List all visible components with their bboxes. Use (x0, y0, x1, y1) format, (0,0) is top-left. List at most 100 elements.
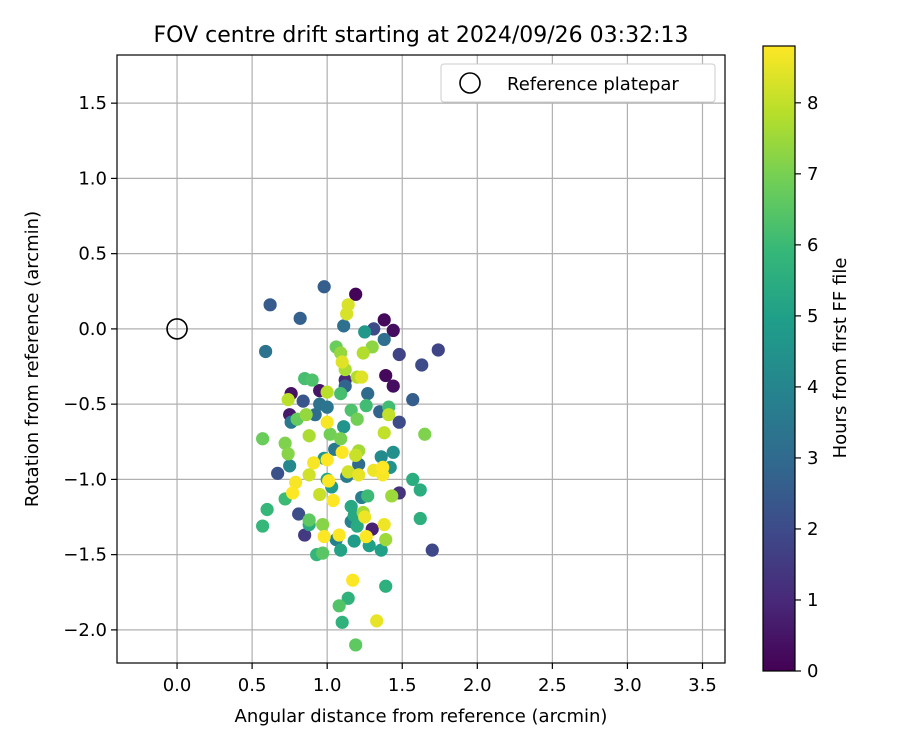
data-point (392, 415, 406, 429)
colorbar-tick-label: 6 (807, 235, 818, 256)
plot-frame (116, 54, 726, 664)
data-point (361, 387, 375, 401)
x-tick-label: 3.5 (688, 675, 717, 696)
data-point (418, 427, 432, 441)
data-point (317, 280, 331, 294)
data-point (359, 529, 373, 544)
data-point (293, 311, 307, 325)
data-point (358, 325, 372, 339)
data-point (334, 387, 348, 401)
data-point (296, 394, 310, 408)
data-point (307, 456, 321, 470)
y-tick-label: 0.0 (78, 319, 107, 340)
data-point (263, 298, 277, 312)
data-point (349, 287, 363, 301)
data-point (361, 489, 375, 503)
data-point (326, 493, 340, 508)
chart-title: FOV centre drift starting at 2024/09/26 … (154, 23, 689, 48)
data-point (278, 436, 292, 450)
colorbar-tick-label: 7 (807, 164, 818, 185)
data-point (332, 528, 346, 542)
data-point (320, 415, 334, 429)
data-point (425, 543, 439, 557)
data-point (374, 543, 388, 557)
colorbar-tick-label: 0 (807, 661, 818, 682)
data-point (299, 408, 313, 422)
data-point (283, 459, 297, 473)
data-point (382, 408, 396, 422)
data-point (281, 393, 295, 407)
y-tick-label: −1.5 (63, 545, 107, 566)
data-point (316, 517, 330, 532)
data-point (374, 450, 388, 464)
data-point (379, 579, 393, 593)
x-tick-label: 2.0 (463, 675, 492, 696)
data-point (305, 373, 319, 387)
colorbar-tick-label: 8 (807, 93, 818, 114)
data-point (322, 474, 336, 488)
colorbar-tick-label: 2 (807, 519, 818, 540)
y-tick-label: −0.5 (63, 394, 107, 415)
data-point (286, 486, 300, 500)
y-tick-label: −1.0 (63, 469, 107, 490)
y-axis-label: Rotation from reference (arcmin) (22, 211, 43, 507)
data-point (385, 489, 399, 503)
data-points (256, 280, 445, 652)
legend-marker-icon (459, 72, 481, 94)
y-tick-label: 1.0 (78, 168, 107, 189)
data-point (349, 638, 363, 652)
colorbar-tick-label: 1 (807, 590, 818, 611)
data-point (379, 368, 393, 383)
data-point (271, 466, 285, 480)
data-point (386, 323, 400, 338)
x-axis-ticks: 0.0 0.5 1.0 1.5 2.0 2.5 3.0 3.5 (163, 663, 717, 696)
data-point (413, 483, 427, 497)
data-point (337, 420, 351, 434)
data-point (302, 513, 316, 527)
data-point (377, 332, 391, 347)
data-point (341, 591, 355, 605)
colorbar-ticks: 0 1 2 3 4 5 6 7 8 (795, 93, 818, 682)
data-point (298, 528, 312, 542)
data-point (259, 344, 273, 359)
colorbar-tick-label: 4 (807, 377, 818, 398)
data-point (313, 487, 327, 502)
data-point (349, 448, 363, 462)
colorbar-gradient (762, 45, 796, 672)
data-point (406, 472, 420, 486)
data-point (334, 543, 348, 557)
data-point (335, 615, 349, 629)
data-point (289, 475, 303, 490)
y-tick-label: −2.0 (63, 620, 107, 641)
data-point (317, 529, 331, 544)
y-tick-label: 1.5 (78, 93, 107, 114)
data-point (256, 432, 270, 446)
data-point (370, 614, 384, 628)
data-point (386, 379, 400, 393)
data-point (256, 519, 270, 533)
y-tick-label: 0.5 (78, 244, 107, 265)
data-point (350, 412, 364, 426)
data-point (376, 460, 390, 474)
data-point (292, 507, 306, 521)
data-point (316, 546, 330, 560)
legend-box (440, 63, 716, 103)
data-point (359, 399, 373, 413)
x-tick-label: 1.0 (313, 675, 342, 696)
data-point (377, 313, 391, 327)
data-point (346, 573, 360, 587)
data-point (302, 468, 316, 482)
data-point (320, 400, 334, 414)
x-tick-label: 0.5 (238, 675, 267, 696)
grid (117, 55, 725, 663)
reference-marker (166, 318, 188, 340)
legend: Reference platepar (440, 63, 716, 103)
data-point (302, 429, 316, 443)
x-axis-label: Angular distance from reference (arcmin) (235, 706, 608, 727)
x-tick-label: 0.0 (163, 675, 192, 696)
data-point (386, 445, 400, 459)
x-tick-label: 3.0 (613, 675, 642, 696)
y-axis-ticks: 1.5 1.0 0.5 0.0 −0.5 −1.0 −1.5 −2.0 (63, 93, 117, 641)
data-point (355, 370, 369, 384)
